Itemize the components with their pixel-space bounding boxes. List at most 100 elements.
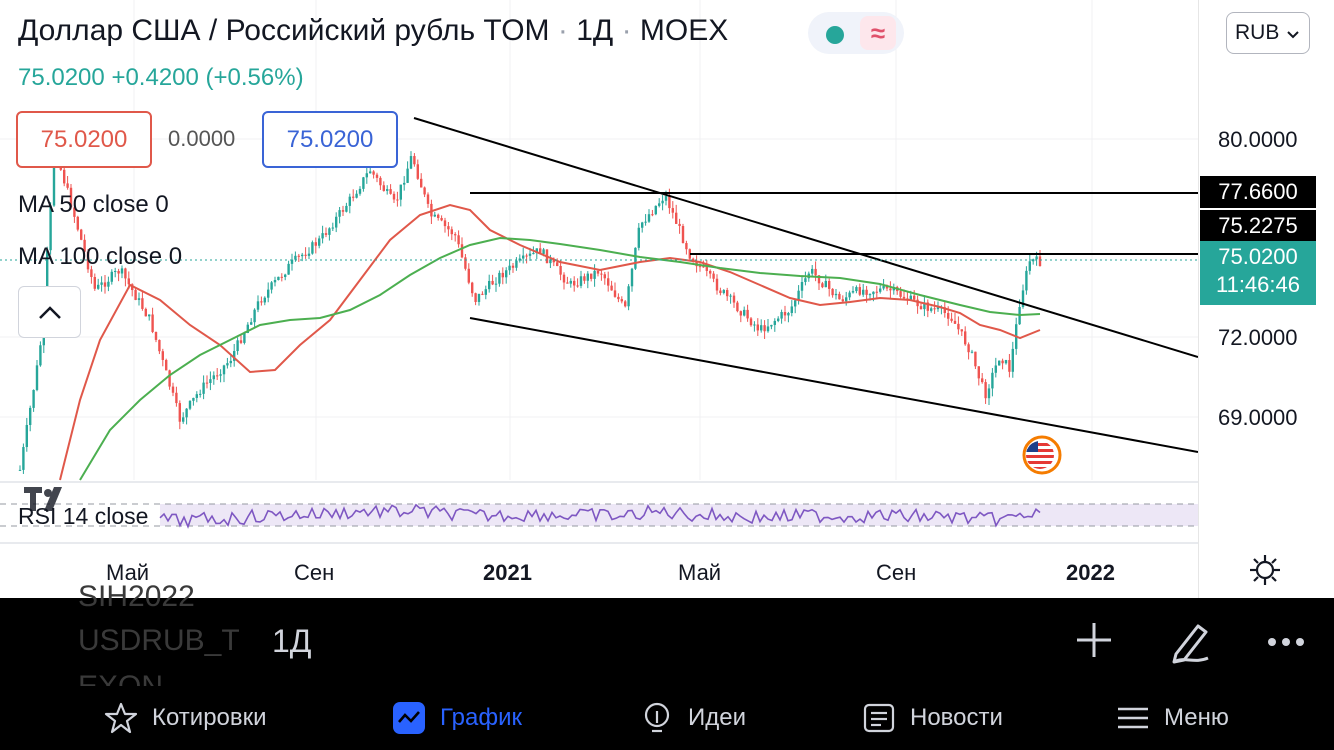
buy-button[interactable]: 75.0200 [262,111,398,168]
candle-body [620,299,623,302]
candle-body [909,295,912,300]
candle-body [178,403,181,422]
star-icon [104,701,138,735]
candle-body [872,291,875,295]
candle-body [698,266,702,268]
collapse-legend-button[interactable] [18,286,81,338]
candle-body [182,417,185,422]
candle-body [25,424,28,448]
candle-body [525,255,528,257]
rsi-pane [0,481,1198,544]
candle-body [569,280,572,284]
candle-body [389,189,392,194]
tab-label: Идеи [688,704,747,731]
candle-body [681,225,685,244]
candle-body [579,276,583,286]
candle-body [688,249,691,259]
candle-body [284,274,287,277]
candle-body [165,359,168,371]
candle-body [498,272,501,284]
chart-area[interactable]: Доллар США / Российский рубль TOM · 1Д ·… [0,0,1334,598]
candle-body [348,196,351,206]
lightbulb-icon [640,701,674,735]
settings-gear-icon[interactable] [1248,553,1282,587]
candle-body [1001,360,1004,364]
candle-body [148,314,151,317]
candle-body [168,370,171,387]
candle-body [722,290,725,294]
candle-body [933,308,936,310]
chevron-up-icon [38,306,61,319]
candle-body [1032,259,1035,262]
candle-body [654,205,657,215]
candle-body [787,312,790,316]
candle-body [821,283,824,288]
price-change: +0.4200 [111,64,199,91]
candle-body [709,270,712,274]
candle-body [532,253,535,255]
candle-body [420,178,423,188]
candle-body [338,210,341,217]
candle-body [382,185,385,191]
candle-body [981,378,984,383]
candle-body [471,282,474,294]
candle-body [953,320,957,324]
symbol-title[interactable]: Доллар США / Российский рубль TOM · 1Д ·… [18,14,729,47]
ma100-legend[interactable]: MA 100 close 0 [18,243,183,270]
tab-menu[interactable]: Меню [1116,700,1229,736]
tab-ideas[interactable]: Идеи [640,700,746,736]
candle-body [477,293,481,302]
candle-body [151,314,154,332]
candle-body [277,276,280,281]
candle-body [175,392,178,404]
price-tick: 80.0000 [1218,127,1298,152]
tab-news[interactable]: Новости [862,700,1003,736]
tab-label: График [440,704,522,731]
candlesticks [18,151,1042,474]
candle-body [562,274,566,283]
candle-body [301,254,304,257]
price-tick: 72.0000 [1218,325,1298,350]
candle-body [63,169,66,184]
price-chart[interactable] [0,0,1198,598]
candle-body [403,182,406,185]
sell-button[interactable]: 75.0200 [16,111,152,168]
candle-body [314,242,317,246]
candle-body [763,325,766,332]
candle-body [919,306,923,310]
candle-body [583,276,586,281]
candle-body [651,214,654,216]
ma50-legend[interactable]: MA 50 close 0 [18,191,169,218]
tab-chart[interactable]: График [392,700,522,736]
candle-body [256,301,260,310]
candle-body [229,360,232,364]
more-icon[interactable] [1266,636,1306,648]
rsi-legend[interactable]: RSI 14 close [18,503,149,529]
candle-body [593,270,596,279]
tab-label: Котировки [152,704,267,731]
tab-quotes[interactable]: Котировки [104,700,267,736]
candle-body [1011,348,1014,372]
instrument-name: Доллар США / Российский рубль TOM [18,14,550,47]
drawing-pen-icon[interactable] [1168,620,1214,666]
candle-body [552,259,555,263]
interval-button[interactable]: 1Д [272,623,312,659]
us-flag-icon[interactable] [1018,435,1066,475]
candle-body [675,212,678,224]
add-icon[interactable] [1074,620,1114,660]
candle-body [522,255,525,259]
hamburger-icon [1116,701,1150,735]
candle-body [73,207,76,217]
candle-body [80,229,83,240]
candle-body [780,312,783,319]
candle-body [862,289,865,295]
candle-body [668,195,671,209]
candle-body [260,301,263,303]
candle-body [239,340,243,343]
candle-body [369,171,372,174]
candle-body [518,258,521,261]
resistance-price-tag: 77.6600 [1200,176,1316,208]
candle-body [705,266,708,271]
candle-body [110,271,113,282]
currency-select[interactable]: RUB [1226,12,1310,54]
